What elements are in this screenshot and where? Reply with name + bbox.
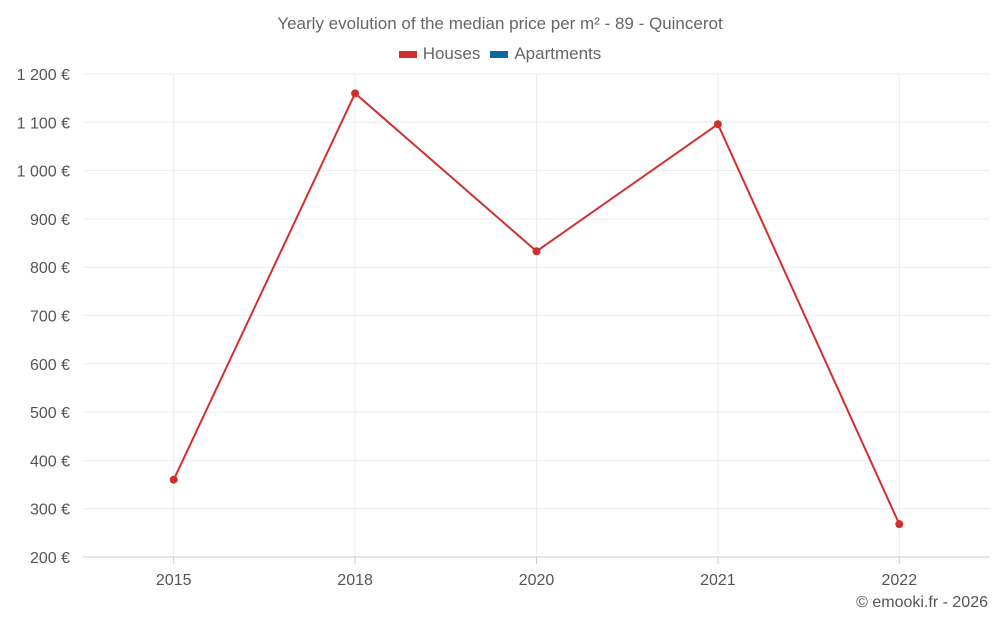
x-tick-label-2020: 2020 <box>519 572 555 589</box>
y-tick-label-400: 400 € <box>30 453 70 470</box>
y-tick-label-1100: 1 100 € <box>17 115 70 132</box>
x-tick-label-2015: 2015 <box>156 572 192 589</box>
legend-label-houses: Houses <box>422 44 481 63</box>
y-tick-label-200: 200 € <box>30 550 70 567</box>
y-tick-labels: 200 € 300 € 400 € 500 € 600 € 700 € 800 € 900 €… <box>17 67 70 567</box>
axes <box>83 556 990 564</box>
y-tick-label-800: 800 € <box>30 260 70 277</box>
legend-swatch-apartments <box>490 50 509 58</box>
x-tick-label-2022: 2022 <box>882 572 918 589</box>
y-tick-label-500: 500 € <box>30 405 70 422</box>
series-layer <box>169 89 904 529</box>
legend-swatch-houses <box>398 50 417 58</box>
chart-title: Yearly evolution of the median price per… <box>277 14 723 33</box>
y-tick-label-700: 700 € <box>30 309 70 326</box>
legend-item-apartments[interactable]: Apartments <box>490 44 601 64</box>
y-tick-label-900: 900 € <box>30 212 70 229</box>
credit-text: © emooki.fr - 2026 <box>856 594 988 611</box>
y-tick-label-600: 600 € <box>30 357 70 374</box>
y-tick-label-1000: 1 000 € <box>17 164 70 181</box>
data-point-houses-2020 <box>532 247 541 256</box>
x-tick-labels: 2015 2018 2020 2021 2022 <box>156 572 917 589</box>
y-tick-label-1200: 1 200 € <box>17 67 70 84</box>
legend: Houses Apartments <box>0 44 1000 64</box>
data-point-houses-2022 <box>895 520 904 529</box>
data-point-houses-2015 <box>169 475 178 484</box>
data-point-houses-2018 <box>351 89 360 98</box>
y-tick-label-300: 300 € <box>30 502 70 519</box>
legend-item-houses[interactable]: Houses <box>398 44 481 64</box>
grid <box>83 73 990 557</box>
legend-label-apartments: Apartments <box>514 44 602 63</box>
x-tick-label-2021: 2021 <box>700 572 736 589</box>
data-point-houses-2021 <box>713 120 722 129</box>
x-tick-label-2018: 2018 <box>337 572 373 589</box>
